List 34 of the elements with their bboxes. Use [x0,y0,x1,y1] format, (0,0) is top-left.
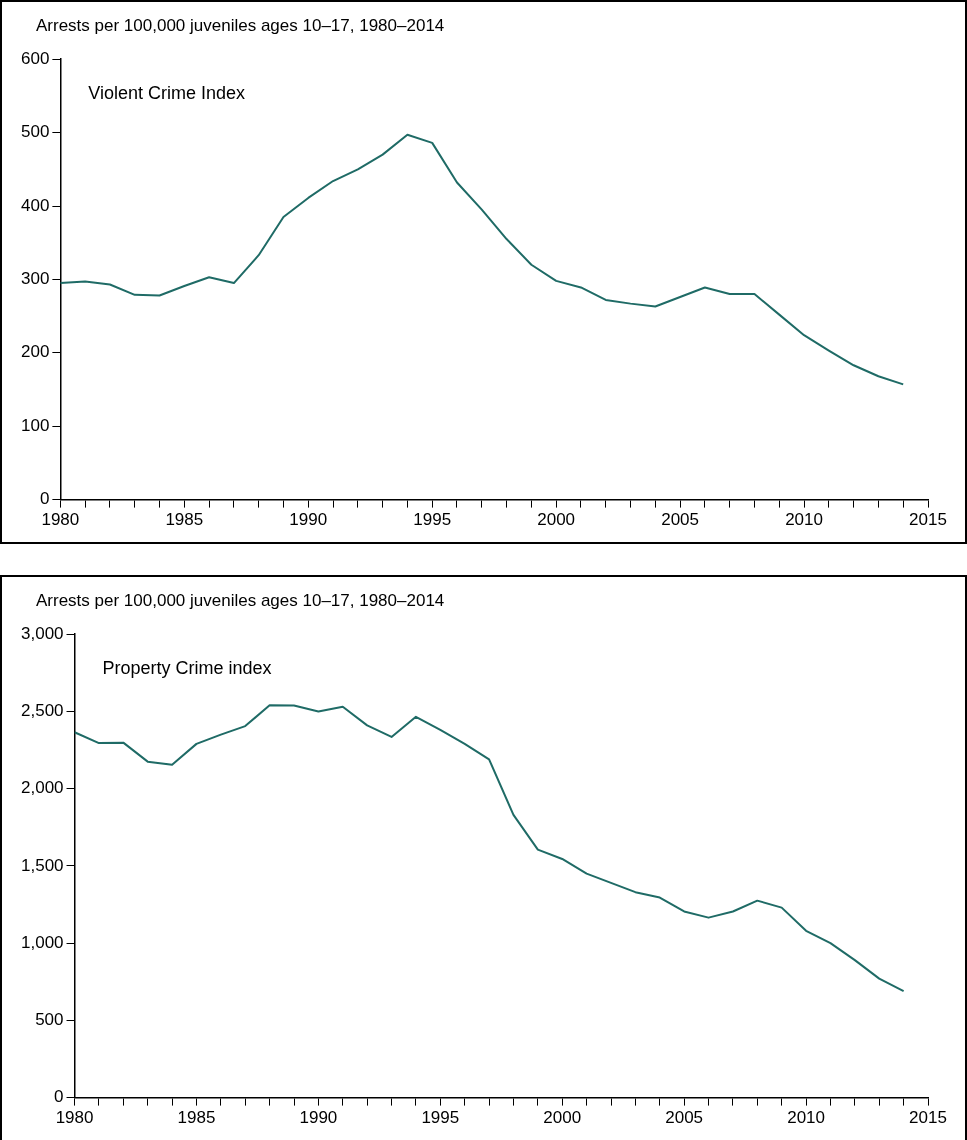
x-tick-label: 1995 [421,1108,460,1128]
y-tick-label: 400 [20,195,50,215]
x-tick-label: 2000 [543,1108,582,1128]
y-tick-label: 300 [20,269,50,289]
x-tick-label: 2015 [909,1108,947,1128]
y-tick-label: 0 [39,489,50,509]
y-axis-title: Arrests per 100,000 juveniles ages 10–17, 1980–2014 [36,591,445,611]
x-tick-label: 1990 [299,1108,338,1128]
x-tick-label: 1980 [55,1108,94,1128]
y-tick-label: 3,000 [20,623,64,643]
y-tick-label: 500 [20,122,50,142]
x-tick-label: 1985 [177,1108,216,1128]
y-tick-label: 2,500 [20,701,64,721]
y-tick-label: 100 [20,415,50,435]
y-tick-label: 0 [54,1087,64,1107]
y-tick-label: 1,500 [20,855,64,875]
annotation: Property Crime index [102,658,272,679]
x-tick-label: 2005 [665,1108,704,1128]
x-tick-label: 1980 [41,510,80,530]
x-tick-label: 2010 [785,510,823,530]
annotation: Violent Crime Index [88,83,246,104]
x-tick-label: 2010 [787,1108,825,1128]
y-tick-label: 200 [20,342,50,362]
x-tick-label: 1985 [165,510,204,530]
y-tick-label: 500 [35,1010,64,1030]
x-tick-label: 1995 [413,510,452,530]
x-tick-label: 2015 [909,510,947,530]
y-tick-label: 600 [20,48,50,68]
x-tick-label: 2000 [537,510,576,530]
x-tick-label: 2005 [661,510,700,530]
y-tick-label: 2,000 [20,778,64,798]
y-tick-label: 1,000 [20,932,64,952]
x-tick-label: 1990 [289,510,328,530]
y-axis-title: Arrests per 100,000 juveniles ages 10–17, 1980–2014 [36,16,445,36]
